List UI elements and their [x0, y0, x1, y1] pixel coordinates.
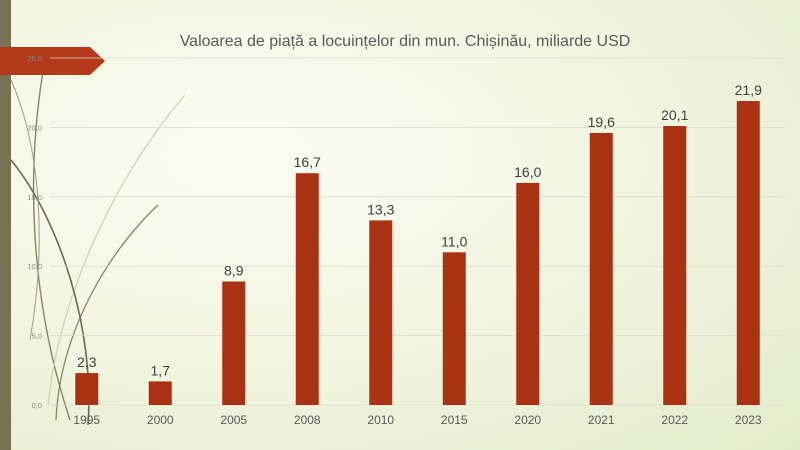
data-labels: 2,3 1,7 8,9 16,7 13,3 11,0 16,0 19,6 20,1 21,9 [77, 82, 762, 378]
x-tick-label: 1995 [73, 413, 100, 427]
bar [663, 126, 687, 406]
x-tick-label: 2022 [661, 413, 688, 427]
bar [442, 252, 466, 405]
x-tick-label: 2023 [735, 413, 762, 427]
bar [589, 132, 613, 405]
y-tick-label: 25,0 [27, 54, 42, 63]
bar [736, 101, 760, 405]
data-label: 16,0 [514, 164, 541, 180]
decorative-curve [32, 59, 71, 421]
chart-title: Valoarea de piață a locuințelor din mun.… [180, 33, 631, 50]
bars [75, 101, 760, 406]
y-tick-label: 20,0 [27, 123, 42, 132]
x-tick-label: 2000 [147, 413, 174, 427]
x-tick-label: 2005 [220, 413, 247, 427]
bar [148, 381, 172, 405]
decorative-curve [10, 79, 40, 341]
decorative-curve [47, 94, 186, 406]
x-tick-label: 2015 [441, 413, 468, 427]
bar [516, 182, 540, 405]
x-tick-label: 2020 [514, 413, 541, 427]
x-tick-label: 2010 [367, 413, 394, 427]
y-axis-ticks: 0,0 5,0 10,0 15,0 20,0 25,0 [27, 54, 42, 410]
bar [75, 373, 99, 405]
decorative-curve [55, 204, 159, 421]
data-label: 11,0 [441, 233, 467, 249]
y-tick-label: 10,0 [27, 262, 42, 271]
x-tick-label: 2008 [294, 413, 321, 427]
left-side-bar [0, 0, 11, 450]
data-label: 21,9 [735, 82, 762, 98]
data-label: 2,3 [77, 354, 97, 370]
data-label: 19,6 [588, 114, 615, 130]
gridlines [50, 57, 785, 406]
data-label: 16,7 [294, 154, 321, 170]
data-label: 20,1 [661, 107, 688, 123]
data-label: 13,3 [367, 201, 394, 217]
data-label: 1,7 [151, 362, 171, 378]
data-label: 8,9 [224, 262, 244, 278]
x-axis-ticks: 1995 2000 2005 2008 2010 2015 2020 2021 2022 2023 [73, 413, 762, 427]
y-tick-label: 15,0 [27, 193, 42, 202]
arrow-banner [0, 47, 105, 75]
x-tick-label: 2021 [588, 413, 615, 427]
bar [295, 173, 319, 405]
bar [369, 220, 393, 405]
bar [222, 281, 246, 405]
y-tick-label: 0,0 [32, 401, 42, 410]
y-tick-label: 5,0 [32, 332, 42, 341]
